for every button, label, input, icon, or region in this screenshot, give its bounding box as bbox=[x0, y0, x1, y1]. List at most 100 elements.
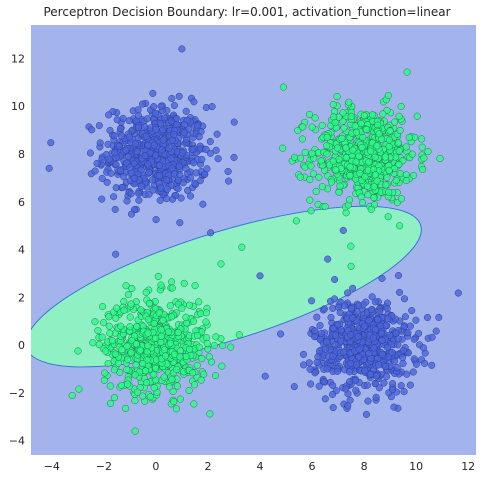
point-blue bbox=[398, 382, 405, 389]
point-green bbox=[347, 164, 354, 171]
point-green bbox=[142, 368, 149, 375]
point-blue bbox=[152, 152, 159, 159]
point-green bbox=[386, 143, 393, 150]
point-green bbox=[203, 310, 210, 317]
x-axis: −4 −2 0 2 4 6 8 10 12 bbox=[44, 460, 475, 473]
point-green bbox=[169, 376, 176, 383]
point-green bbox=[195, 299, 202, 306]
point-blue bbox=[400, 347, 407, 354]
point-blue bbox=[355, 333, 362, 340]
point-blue bbox=[164, 186, 171, 193]
point-green bbox=[348, 263, 355, 270]
point-green bbox=[410, 172, 417, 179]
point-blue bbox=[410, 369, 417, 376]
point-green bbox=[105, 360, 112, 367]
point-green bbox=[357, 170, 364, 177]
point-green bbox=[128, 350, 135, 357]
point-blue bbox=[372, 380, 379, 387]
point-blue bbox=[314, 314, 321, 321]
point-green bbox=[112, 351, 119, 358]
point-green bbox=[118, 382, 125, 389]
point-green bbox=[219, 342, 226, 349]
point-blue bbox=[179, 46, 186, 53]
point-blue bbox=[175, 185, 182, 192]
point-green bbox=[398, 196, 405, 203]
point-green bbox=[318, 158, 325, 165]
point-green bbox=[124, 356, 131, 363]
point-blue bbox=[231, 154, 238, 161]
point-blue bbox=[393, 330, 400, 337]
point-blue bbox=[116, 143, 123, 150]
point-green bbox=[385, 213, 392, 220]
point-blue bbox=[150, 187, 157, 194]
point-blue bbox=[168, 155, 175, 162]
point-green bbox=[145, 330, 152, 337]
point-blue bbox=[291, 383, 298, 390]
point-green bbox=[100, 319, 107, 326]
point-green bbox=[309, 150, 316, 157]
point-blue bbox=[338, 338, 345, 345]
point-blue bbox=[373, 373, 380, 380]
point-blue bbox=[348, 332, 355, 339]
point-blue bbox=[126, 117, 133, 124]
point-blue bbox=[203, 146, 210, 153]
point-blue bbox=[97, 140, 104, 147]
point-blue bbox=[112, 206, 119, 213]
point-green bbox=[332, 167, 339, 174]
point-blue bbox=[112, 150, 119, 157]
point-blue bbox=[401, 388, 408, 395]
point-blue bbox=[157, 197, 164, 204]
point-blue bbox=[344, 290, 351, 297]
point-green bbox=[369, 112, 376, 119]
point-green bbox=[143, 379, 150, 386]
point-green bbox=[409, 151, 416, 158]
point-blue bbox=[145, 142, 152, 149]
point-blue bbox=[153, 216, 160, 223]
point-green bbox=[323, 142, 330, 149]
point-blue bbox=[144, 115, 151, 122]
point-blue bbox=[169, 95, 176, 102]
point-green bbox=[336, 189, 343, 196]
point-blue bbox=[178, 195, 185, 202]
point-blue bbox=[120, 173, 127, 180]
point-blue bbox=[401, 296, 408, 303]
point-green bbox=[219, 363, 226, 370]
point-green bbox=[145, 342, 152, 349]
point-green bbox=[397, 170, 404, 177]
point-blue bbox=[112, 251, 119, 258]
point-green bbox=[213, 334, 220, 341]
point-blue bbox=[306, 360, 313, 367]
point-blue bbox=[379, 337, 386, 344]
point-blue bbox=[136, 197, 143, 204]
point-green bbox=[324, 151, 331, 158]
point-blue bbox=[128, 190, 135, 197]
point-green bbox=[319, 122, 326, 129]
point-green bbox=[177, 354, 184, 361]
point-green bbox=[144, 348, 151, 355]
point-green bbox=[124, 343, 131, 350]
point-green bbox=[406, 134, 413, 141]
point-green bbox=[106, 314, 113, 321]
point-blue bbox=[177, 219, 184, 226]
point-green bbox=[111, 394, 118, 401]
point-green bbox=[107, 330, 114, 337]
point-blue bbox=[389, 349, 396, 356]
point-blue bbox=[98, 196, 105, 203]
x-tick-label: 0 bbox=[152, 460, 159, 473]
point-green bbox=[328, 179, 335, 186]
point-green bbox=[166, 384, 173, 391]
point-blue bbox=[277, 331, 284, 338]
point-blue bbox=[366, 317, 373, 324]
point-green bbox=[183, 353, 190, 360]
point-blue bbox=[146, 169, 153, 176]
y-tick-label: 6 bbox=[18, 196, 25, 209]
point-green bbox=[297, 155, 304, 162]
point-green bbox=[194, 362, 201, 369]
point-green bbox=[380, 111, 387, 118]
point-blue bbox=[322, 396, 329, 403]
point-green bbox=[361, 112, 368, 119]
x-tick-label: 10 bbox=[409, 460, 423, 473]
point-green bbox=[343, 145, 350, 152]
y-tick-label: −4 bbox=[9, 435, 25, 448]
point-green bbox=[293, 218, 300, 225]
